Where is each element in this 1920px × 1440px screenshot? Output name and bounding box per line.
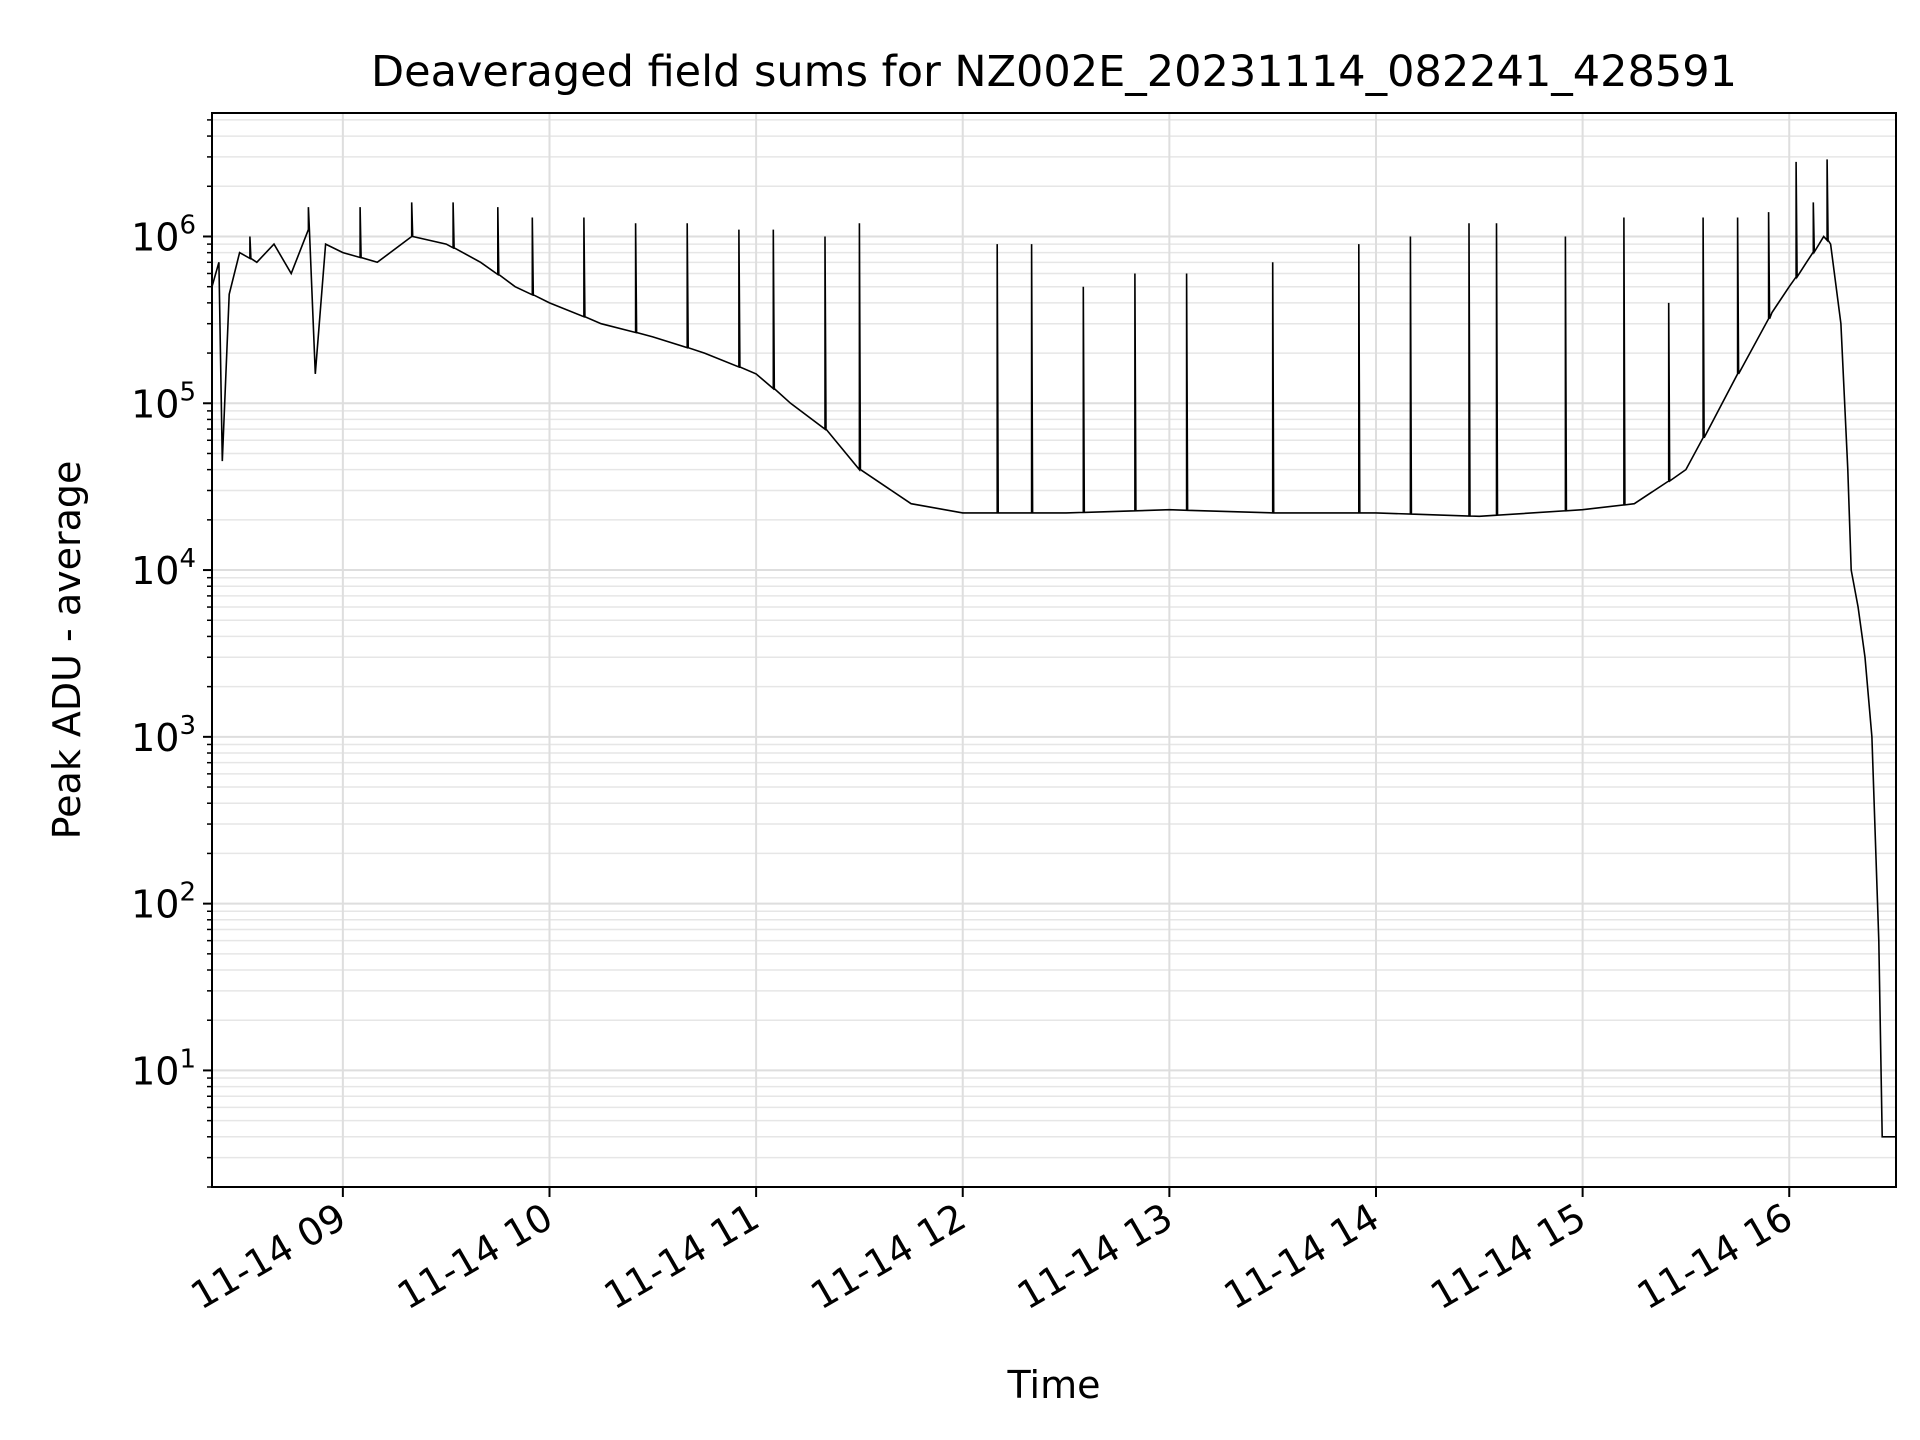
y-tick-base: 10 [131, 716, 179, 760]
y-tick-exponent: 4 [179, 544, 196, 574]
y-tick-exponent: 3 [179, 711, 196, 741]
y-tick-label: 106 [131, 210, 196, 259]
y-tick-label: 104 [131, 544, 196, 593]
y-tick-exponent: 6 [179, 210, 196, 240]
y-tick-label: 103 [131, 711, 196, 760]
y-tick-label: 101 [131, 1044, 196, 1093]
y-axis-label: Peak ADU - average [45, 461, 89, 840]
series-layer [211, 159, 1896, 1138]
grid [212, 113, 1896, 1188]
y-tick-base: 10 [131, 549, 179, 593]
y-tick-exponent: 2 [179, 878, 196, 908]
y-tick-exponent: 5 [179, 377, 196, 407]
plot-frame [211, 112, 1897, 1188]
y-tick-base: 10 [131, 215, 179, 259]
y-tick-label: 105 [131, 377, 196, 426]
y-tick-base: 10 [131, 883, 179, 927]
y-tick-base: 10 [131, 1049, 179, 1093]
series-line [211, 159, 1896, 1138]
y-tick-exponent: 1 [179, 1044, 196, 1074]
y-tick-label: 102 [131, 878, 196, 927]
y-tick-base: 10 [131, 382, 179, 426]
x-axis-label: Time [1007, 1363, 1101, 1407]
chart-title: Deaveraged field sums for NZ002E_2023111… [371, 47, 1737, 97]
